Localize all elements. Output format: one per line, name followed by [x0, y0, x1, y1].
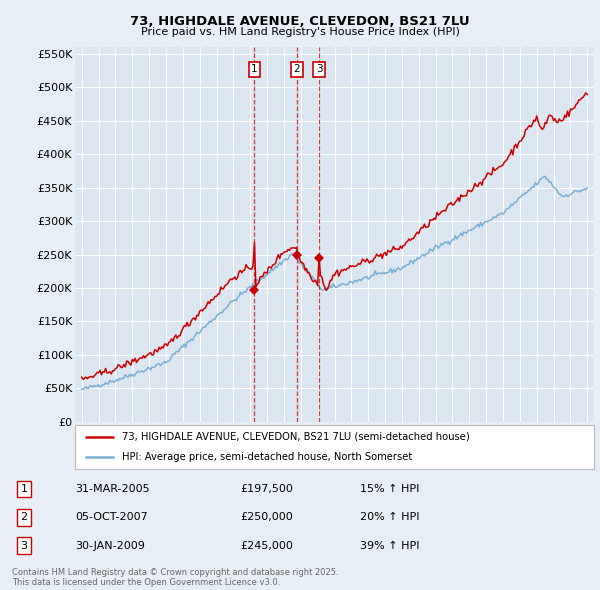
Text: 15% ↑ HPI: 15% ↑ HPI	[360, 484, 419, 494]
Text: 1: 1	[20, 484, 28, 494]
Text: 20% ↑ HPI: 20% ↑ HPI	[360, 513, 419, 522]
Text: 31-MAR-2005: 31-MAR-2005	[75, 484, 149, 494]
Text: 05-OCT-2007: 05-OCT-2007	[75, 513, 148, 522]
Text: 73, HIGHDALE AVENUE, CLEVEDON, BS21 7LU (semi-detached house): 73, HIGHDALE AVENUE, CLEVEDON, BS21 7LU …	[122, 432, 469, 442]
Text: Price paid vs. HM Land Registry's House Price Index (HPI): Price paid vs. HM Land Registry's House …	[140, 27, 460, 37]
Text: £197,500: £197,500	[240, 484, 293, 494]
Text: HPI: Average price, semi-detached house, North Somerset: HPI: Average price, semi-detached house,…	[122, 452, 412, 462]
Text: 73, HIGHDALE AVENUE, CLEVEDON, BS21 7LU: 73, HIGHDALE AVENUE, CLEVEDON, BS21 7LU	[130, 15, 470, 28]
Text: 2: 2	[293, 64, 300, 74]
Text: Contains HM Land Registry data © Crown copyright and database right 2025.
This d: Contains HM Land Registry data © Crown c…	[12, 568, 338, 587]
Text: 1: 1	[251, 64, 258, 74]
Text: £250,000: £250,000	[240, 513, 293, 522]
Text: 30-JAN-2009: 30-JAN-2009	[75, 541, 145, 550]
Text: £245,000: £245,000	[240, 541, 293, 550]
Text: 3: 3	[316, 64, 322, 74]
Text: 2: 2	[20, 513, 28, 522]
Text: 39% ↑ HPI: 39% ↑ HPI	[360, 541, 419, 550]
Text: 3: 3	[20, 541, 28, 550]
